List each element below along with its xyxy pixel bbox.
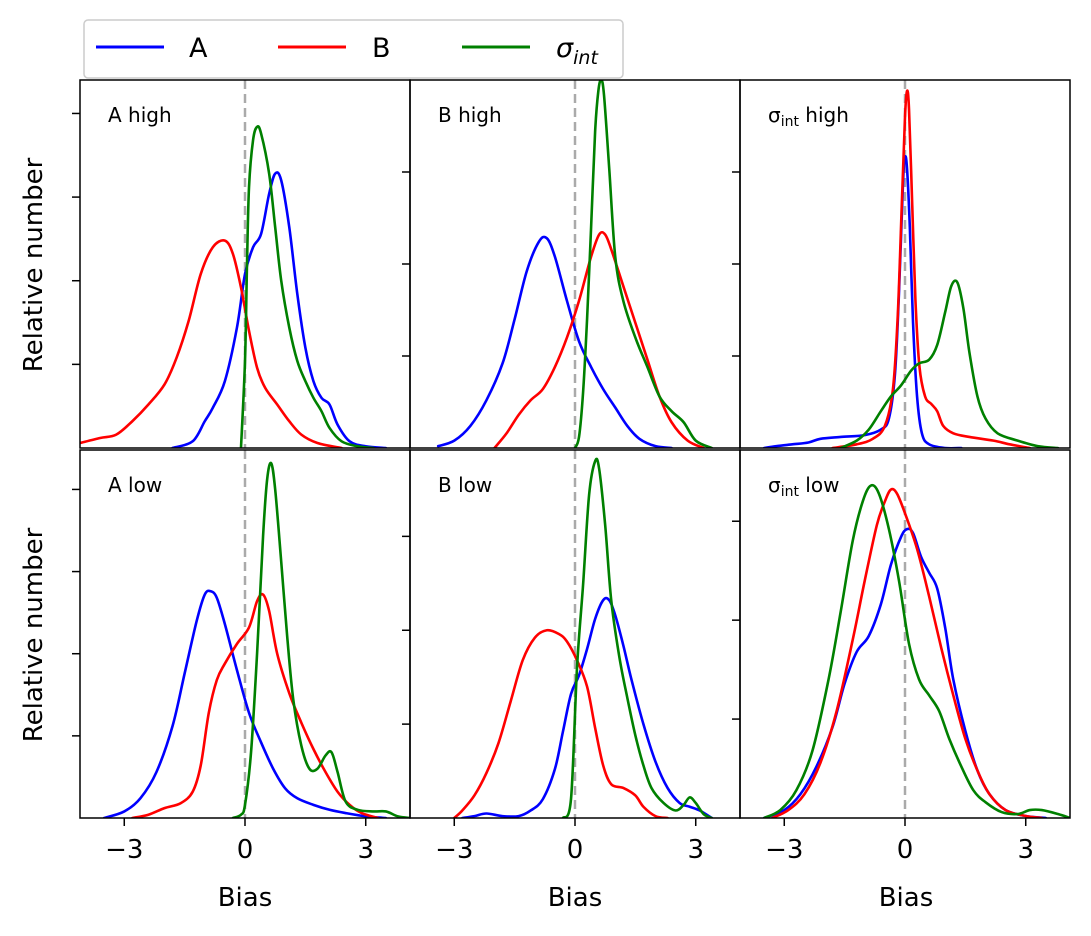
- xlabel-right: Bias: [879, 883, 934, 913]
- panel-label-b_low: B low: [438, 473, 492, 497]
- xtick-label-b_low: −3: [435, 835, 473, 865]
- panel-a_high: A high: [72, 79, 411, 449]
- panel-b_low: −3 0 3 B low: [402, 449, 741, 865]
- series-B-a_high: [80, 239, 343, 448]
- panel-label-sigma_high: σint high: [768, 103, 849, 130]
- xtick-label-b_low: 3: [687, 835, 704, 865]
- xtick-label-sigma_low: −3: [765, 835, 803, 865]
- plot-area-a_high: [80, 125, 388, 448]
- xtick-label-sigma_low: 3: [1017, 835, 1034, 865]
- series-A-b_low: [461, 596, 714, 818]
- series-B-sigma_low: [770, 487, 1044, 818]
- series-A-a_low: [102, 589, 388, 818]
- legend-label-a: A: [189, 33, 208, 64]
- plot-area-sigma_low: [762, 483, 1070, 818]
- legend-sigma-symbol: σ: [556, 33, 574, 64]
- series-sigma-int-sigma_high: [839, 279, 1060, 448]
- series-sigma-int-sigma_low: [762, 483, 1070, 818]
- plot-area-b_high: [436, 80, 714, 448]
- plot-area-a_low: [102, 461, 410, 818]
- panel-label-a_high: A high: [108, 103, 172, 127]
- xlabel-left: Bias: [218, 883, 273, 913]
- plot-area-b_low: [452, 457, 714, 818]
- xlabel-middle: Bias: [548, 883, 603, 913]
- legend-label-sigma-int: σint: [556, 33, 599, 69]
- panel-label-sigma_low: σint low: [768, 473, 839, 500]
- ylabel-bottom: Relative number: [19, 527, 49, 742]
- series-sigma-int-a_low: [231, 461, 410, 818]
- series-sigma-int-b_low: [561, 457, 714, 818]
- series-B-sigma_high: [831, 89, 1032, 448]
- plot-area-sigma_high: [762, 89, 1060, 448]
- series-B-a_low: [131, 592, 380, 818]
- xtick-label-b_low: 0: [567, 835, 584, 865]
- xtick-label-a_low: 0: [237, 835, 254, 865]
- ylabel-top: Relative number: [19, 157, 49, 372]
- panel-label-b_high: B high: [438, 103, 502, 127]
- legend-label-b: B: [372, 33, 391, 64]
- panel-sigma_high: σint high: [732, 79, 1071, 449]
- series-A-a_high: [171, 171, 388, 448]
- legend-sigma-subscript: int: [573, 47, 599, 69]
- panel-label-a_low: A low: [108, 473, 162, 497]
- legend: A B σint: [83, 19, 624, 79]
- series-sigma-int-b_high: [573, 80, 714, 448]
- panel-sigma_low: −3 0 3 σint low: [732, 449, 1071, 865]
- series-B-b_low: [452, 628, 669, 818]
- xtick-label-a_low: −3: [105, 835, 143, 865]
- xtick-label-sigma_low: 0: [897, 835, 914, 865]
- series-A-b_high: [436, 235, 673, 448]
- panel-b_high: B high: [402, 79, 741, 449]
- legend-box: [83, 19, 624, 79]
- panel-a_low: −3 0 3 A low: [72, 449, 411, 865]
- series-sigma-int-a_high: [239, 125, 376, 448]
- xtick-label-a_low: 3: [357, 835, 374, 865]
- series-B-b_high: [493, 230, 706, 448]
